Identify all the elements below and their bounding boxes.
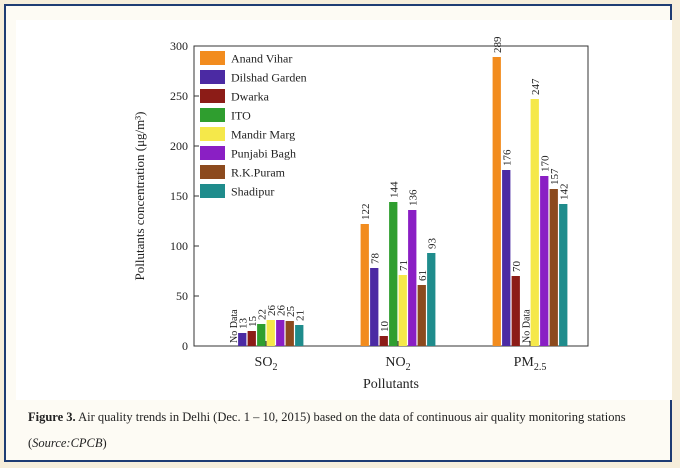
bar [238,333,247,346]
data-label: 70 [511,261,523,273]
bar [427,253,436,346]
legend: Anand Vihar Dilshad Garden Dwarka ITO Mandir… [200,51,307,199]
bar-chart: 0 50 100 150 200 250 300 SO2 NO2 PM2.5 No Data 12… [132,36,589,392]
bar [417,285,426,346]
x-tick-label: SO2 [255,355,278,373]
legend-swatch [200,70,225,84]
legend-swatch [200,146,225,160]
bar [549,189,558,346]
caption-lead: Figure 3. [28,410,76,424]
bar [408,210,417,346]
bar [257,324,266,346]
no-data-label: No Data [521,309,532,343]
bar [492,57,501,346]
caption-close: ) [102,436,107,450]
figure-frame: 0 50 100 150 200 250 300 SO2 NO2 PM2.5 No Data 12… [4,4,672,462]
data-label: 170 [539,155,551,172]
data-label: 61 [417,270,429,281]
bar [379,336,388,346]
legend-swatch [200,51,225,65]
legend-label: ITO [231,109,251,123]
data-label: 10 [379,321,391,333]
x-tick-label: NO2 [385,355,410,373]
data-label: 71 [398,260,410,271]
data-label: 15 [247,316,259,328]
data-label: 21 [294,310,306,321]
bars: No Data 122 289 13 78 176 15 10 70 22 144 No Data 26… [229,36,570,346]
figure-caption: Figure 3. Air quality trends in Delhi (D… [28,404,668,456]
bar [389,202,398,346]
bar [285,321,294,346]
y-tick-label: 50 [176,289,188,303]
x-tick-label: PM2.5 [514,355,547,373]
legend-swatch [200,165,225,179]
bar [247,331,256,346]
y-tick-label: 100 [170,239,188,253]
x-axis-label: Pollutants [363,377,419,392]
chart-panel: 0 50 100 150 200 250 300 SO2 NO2 PM2.5 No Data 12… [16,20,672,400]
data-label: 289 [492,36,504,53]
y-tick-label: 0 [182,339,188,353]
data-label: 142 [558,184,570,201]
data-label: 26 [275,305,287,317]
data-label: 25 [285,306,297,318]
legend-label: Mandir Marg [231,128,295,142]
legend-label: Punjabi Bagh [231,147,296,161]
legend-swatch [200,127,225,141]
legend-label: Dilshad Garden [231,71,307,85]
data-label: 247 [530,78,542,95]
data-label: 157 [549,168,561,185]
bar [370,268,379,346]
bar [360,224,369,346]
bar [502,170,511,346]
caption-source: Source:CPCB [32,436,103,450]
data-label: 22 [256,309,268,320]
data-label: 144 [388,181,400,198]
bar [266,320,275,346]
bar [559,204,568,346]
data-label: 78 [369,253,381,265]
no-data-label: No Data [229,309,240,343]
bar [511,276,520,346]
data-label: 26 [266,305,278,317]
data-label: 13 [237,318,249,330]
data-label: 93 [426,238,438,250]
bar [540,176,549,346]
y-axis: 0 50 100 150 200 250 300 [170,39,199,353]
bar [530,99,539,346]
data-label: 122 [360,204,372,221]
x-axis: SO2 NO2 PM2.5 [255,341,547,373]
y-tick-label: 250 [170,89,188,103]
bar [276,320,285,346]
legend-label: Anand Vihar [231,52,292,66]
y-tick-label: 150 [170,189,188,203]
legend-label: Dwarka [231,90,270,104]
y-axis-label: Pollutants concentration (μg/m³) [132,112,147,281]
legend-label: R.K.Puram [231,166,286,180]
y-tick-label: 300 [170,39,188,53]
data-label: 136 [407,189,419,206]
legend-label: Shadipur [231,185,274,199]
data-label: 176 [501,149,513,166]
legend-swatch [200,184,225,198]
bar [295,325,304,346]
legend-swatch [200,108,225,122]
legend-swatch [200,89,225,103]
bar [398,275,407,346]
y-tick-label: 200 [170,139,188,153]
caption-text: Air quality trends in Delhi (Dec. 1 – 10… [28,410,626,450]
